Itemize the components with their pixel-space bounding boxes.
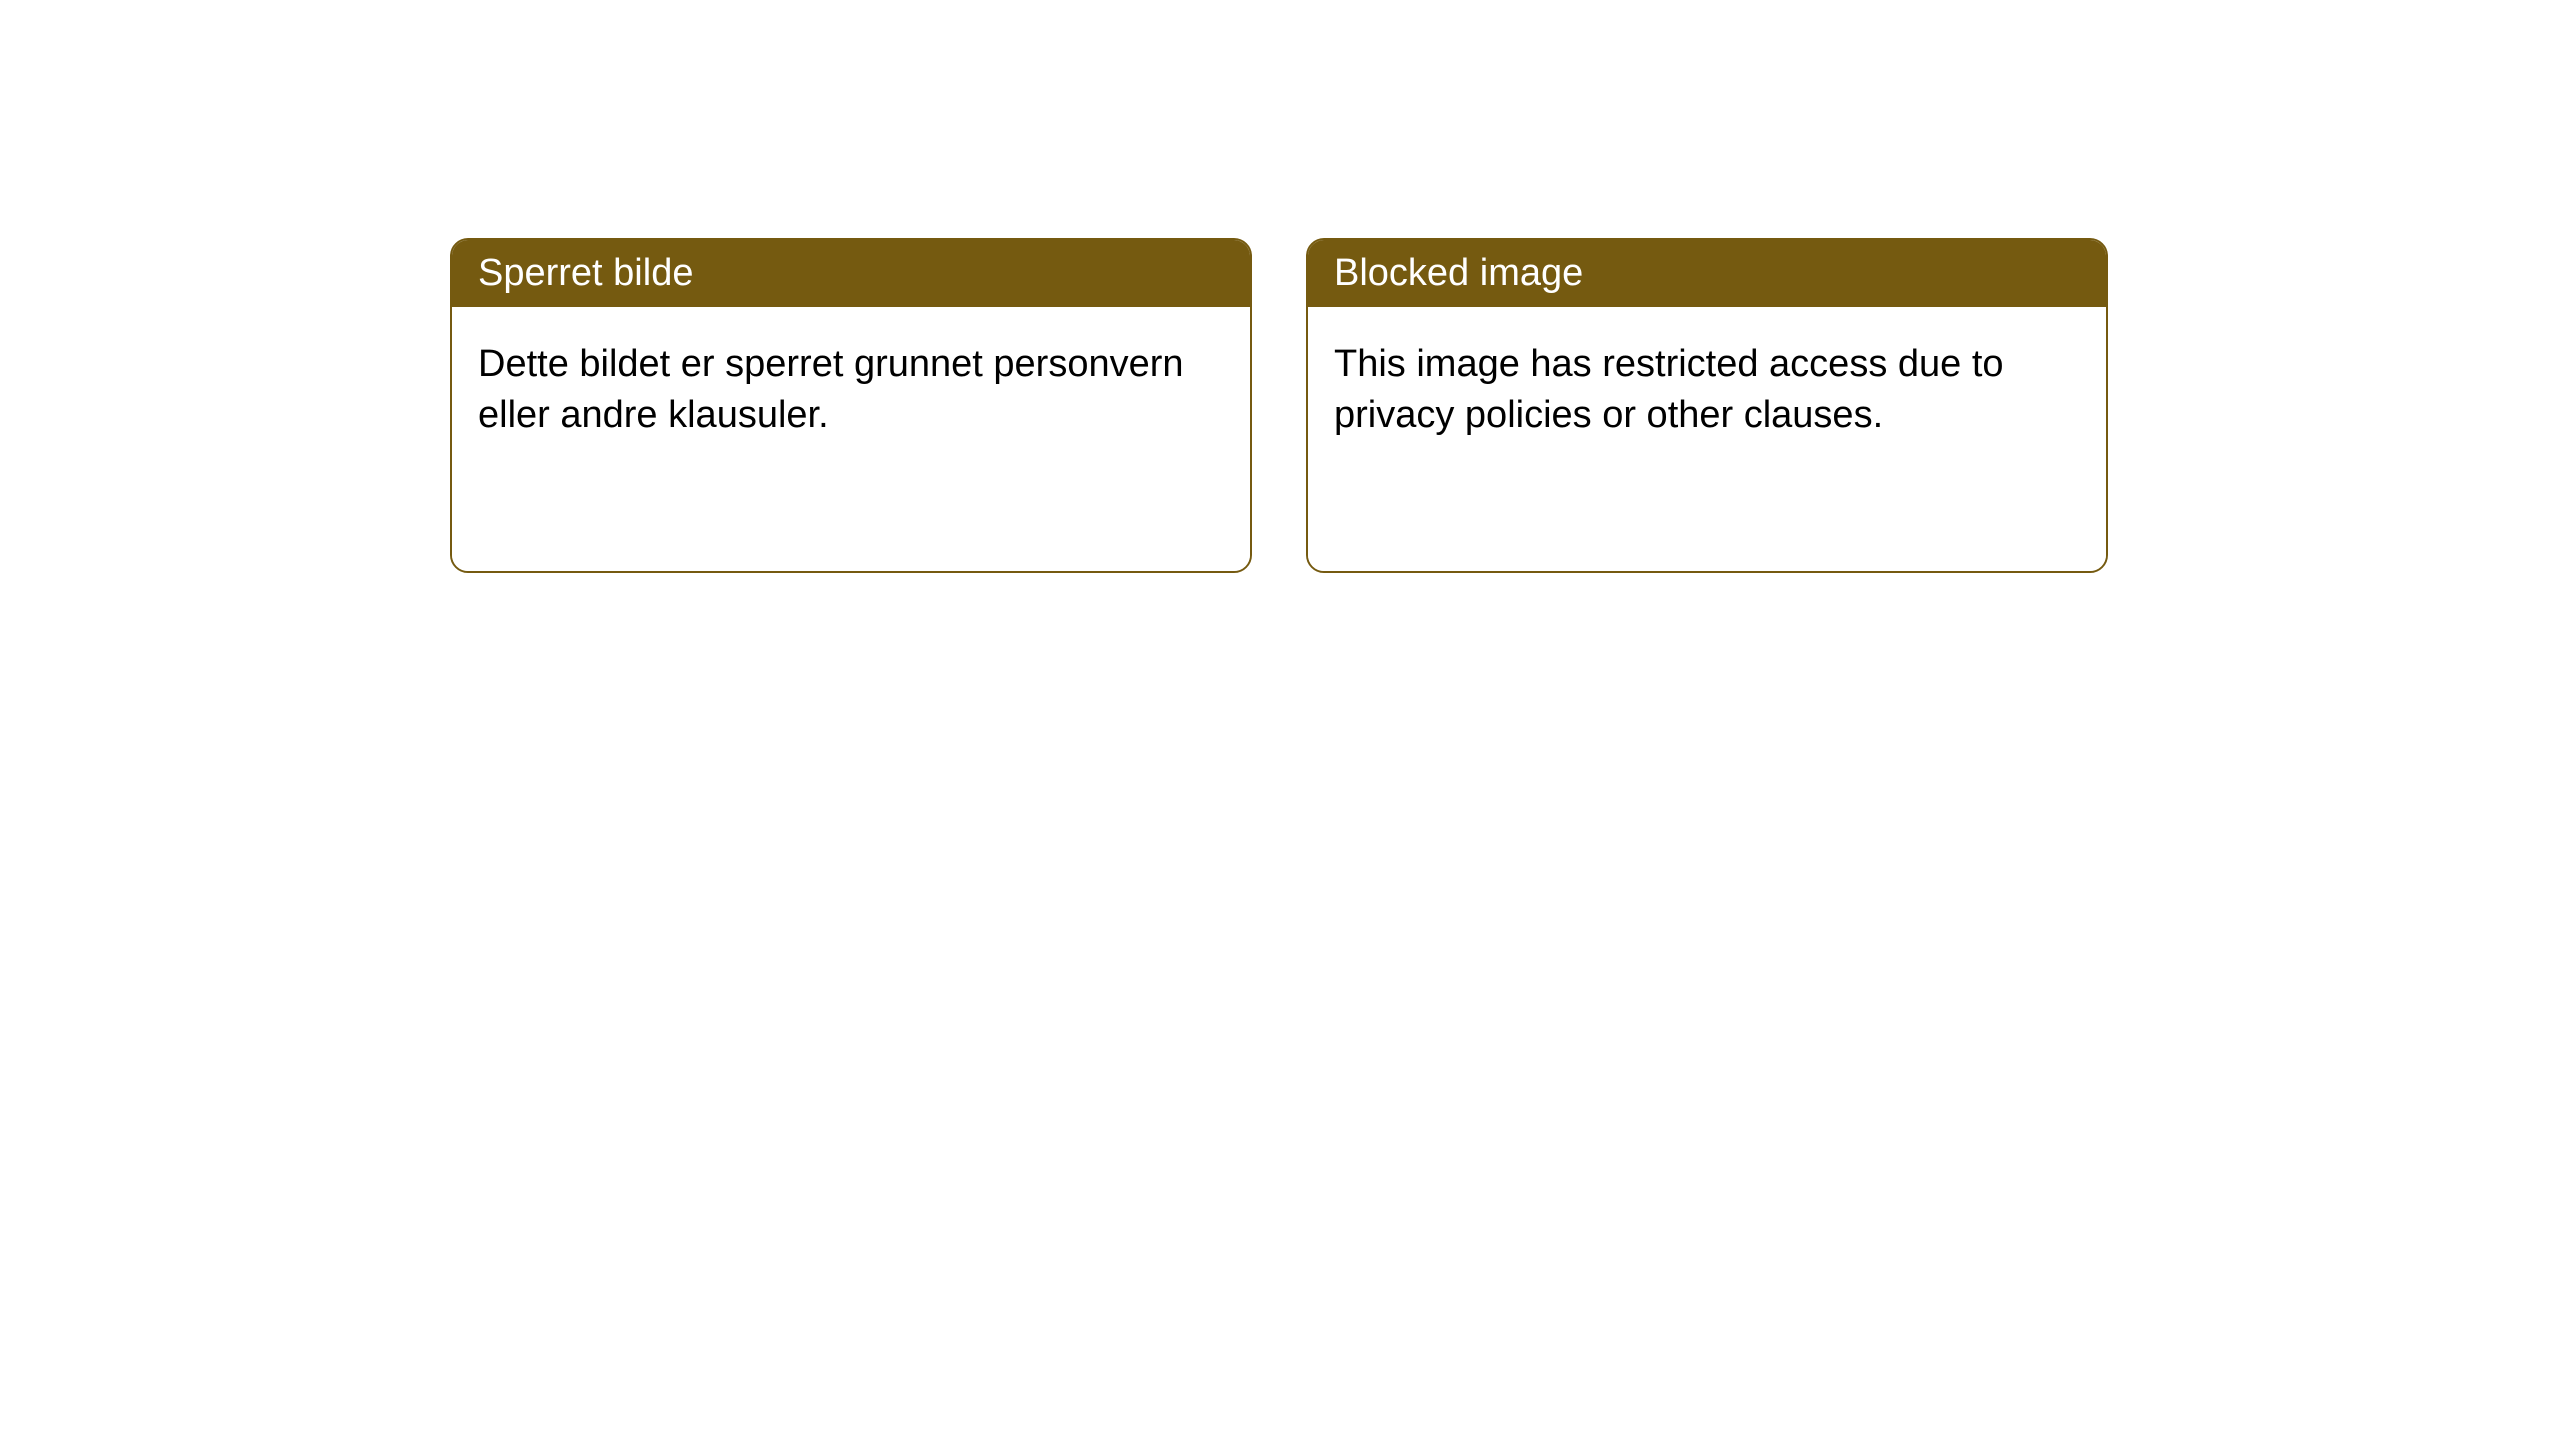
card-title: Sperret bilde: [452, 240, 1250, 307]
card-body-text: Dette bildet er sperret grunnet personve…: [452, 307, 1250, 571]
card-title: Blocked image: [1308, 240, 2106, 307]
notice-card-english: Blocked image This image has restricted …: [1306, 238, 2108, 573]
notice-cards-container: Sperret bilde Dette bildet er sperret gr…: [0, 0, 2560, 573]
card-body-text: This image has restricted access due to …: [1308, 307, 2106, 571]
notice-card-norwegian: Sperret bilde Dette bildet er sperret gr…: [450, 238, 1252, 573]
